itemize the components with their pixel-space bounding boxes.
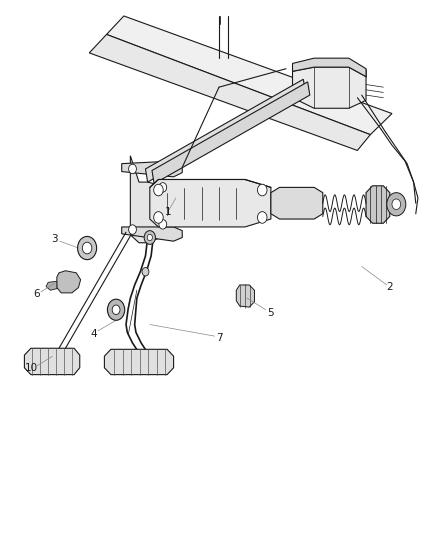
Polygon shape (104, 349, 173, 375)
Text: 1: 1 (165, 207, 171, 217)
Polygon shape (106, 16, 392, 135)
Polygon shape (236, 285, 254, 307)
Text: 10: 10 (25, 364, 38, 373)
Circle shape (112, 305, 120, 314)
Polygon shape (152, 82, 310, 184)
Circle shape (392, 199, 401, 209)
Circle shape (258, 184, 267, 196)
Circle shape (144, 231, 155, 244)
Text: 4: 4 (90, 329, 97, 339)
Polygon shape (293, 58, 366, 77)
Circle shape (78, 237, 97, 260)
Circle shape (107, 299, 125, 320)
Polygon shape (122, 161, 182, 177)
Circle shape (258, 212, 267, 223)
Polygon shape (271, 188, 323, 219)
Circle shape (129, 225, 136, 235)
Polygon shape (57, 271, 81, 293)
Circle shape (147, 235, 152, 241)
Circle shape (159, 220, 167, 229)
Text: 6: 6 (33, 289, 40, 299)
Text: 7: 7 (215, 333, 223, 343)
Circle shape (154, 184, 163, 196)
Polygon shape (89, 35, 371, 150)
Polygon shape (293, 67, 366, 108)
Polygon shape (150, 180, 271, 227)
Text: 2: 2 (386, 281, 393, 292)
Polygon shape (145, 79, 305, 182)
Polygon shape (25, 348, 80, 375)
Polygon shape (131, 156, 167, 243)
Text: 3: 3 (51, 234, 58, 244)
Polygon shape (366, 186, 390, 223)
Text: 5: 5 (267, 308, 273, 318)
Circle shape (154, 212, 163, 223)
Circle shape (159, 183, 167, 192)
Circle shape (387, 192, 406, 216)
Circle shape (82, 242, 92, 254)
Polygon shape (122, 227, 182, 241)
Circle shape (142, 268, 149, 276)
Circle shape (129, 164, 136, 174)
Polygon shape (46, 281, 57, 290)
